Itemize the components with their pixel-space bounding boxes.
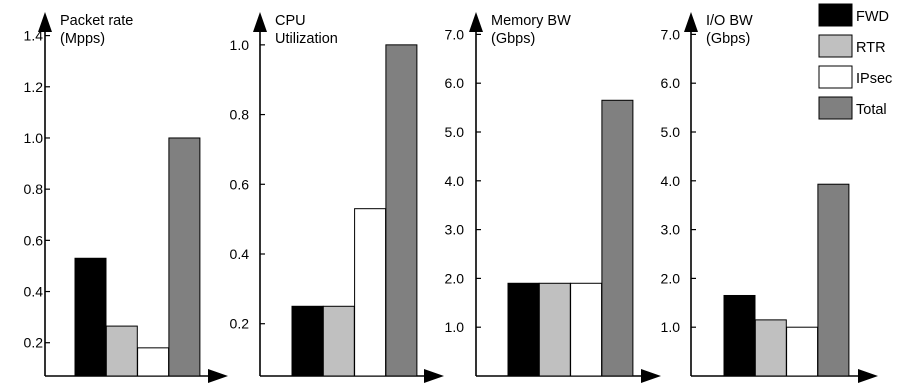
y-tick-label: 4.0 <box>445 173 465 189</box>
y-axis-arrow <box>253 12 267 32</box>
y-tick-label: 5.0 <box>661 124 681 140</box>
y-tick-label: 0.6 <box>230 176 250 192</box>
chart-title-line: I/O BW <box>706 13 753 29</box>
y-tick-label: 1.0 <box>24 130 44 146</box>
bar-fwd <box>291 305 324 377</box>
chart-title-line: Memory BW <box>491 13 571 29</box>
chart-panel-1: 0.2 0.4 0.6 0.8 1.0 1.2 1.4 Packet rate (Mpps) <box>24 12 228 383</box>
legend-label-rtr: RTR <box>856 40 886 56</box>
bar-total <box>168 137 201 377</box>
y-tick-label: 4.0 <box>661 173 681 189</box>
y-tick-label: 1.0 <box>661 319 681 335</box>
bar-total <box>817 183 850 377</box>
legend-swatch-total <box>818 96 853 120</box>
chart-panel-4: 1.0 2.0 3.0 4.0 5.0 6.0 7.0 I/O BW (Gbps) <box>661 12 878 383</box>
chart-title-line: (Gbps) <box>706 31 750 47</box>
x-axis-arrow <box>641 369 661 383</box>
chart-panel-3: 1.0 2.0 3.0 4.0 5.0 6.0 7.0 Memory BW (Gbps) <box>445 12 661 383</box>
y-tick-label: 0.2 <box>230 316 250 332</box>
chart-title-line: Packet rate <box>60 13 133 29</box>
y-axis-arrow <box>469 12 483 32</box>
y-tick-label: 6.0 <box>445 75 465 91</box>
x-axis-arrow <box>858 369 878 383</box>
x-axis-arrow <box>208 369 228 383</box>
y-tick-label: 3.0 <box>445 222 465 238</box>
legend-label-fwd: FWD <box>856 9 889 25</box>
y-axis-arrow <box>38 12 52 32</box>
legend-label-ipsec: IPsec <box>856 71 892 87</box>
bar-total <box>385 44 418 377</box>
y-tick-label: 1.4 <box>24 28 44 44</box>
x-axis-arrow <box>424 369 444 383</box>
chart-title-line: CPU <box>275 13 306 29</box>
bar-ipsec <box>137 347 170 377</box>
legend-swatch-rtr <box>818 34 853 58</box>
bar-ipsec <box>570 282 603 377</box>
bar-rtr <box>754 319 787 377</box>
bar-ipsec <box>786 326 819 377</box>
bar-fwd <box>507 282 540 377</box>
chart-title-line: (Gbps) <box>491 31 535 47</box>
bar-rtr <box>105 325 138 377</box>
y-tick-label: 0.2 <box>24 335 44 351</box>
y-tick-label: 0.8 <box>24 181 44 197</box>
bar-rtr <box>538 282 571 377</box>
bar-rtr <box>322 305 355 377</box>
legend-label-total: Total <box>856 102 887 118</box>
y-tick-label: 2.0 <box>661 270 681 286</box>
legend-swatch-fwd <box>818 3 853 27</box>
y-tick-label: 1.0 <box>445 319 465 335</box>
y-axis-arrow <box>684 12 698 32</box>
y-tick-label: 1.0 <box>230 37 250 53</box>
chart-title-line: Utilization <box>275 31 338 47</box>
chart-panel-2: 0.2 0.4 0.6 0.8 1.0 CPU Utilization <box>230 12 444 383</box>
y-tick-label: 5.0 <box>445 124 465 140</box>
bar-ipsec <box>354 208 387 377</box>
y-tick-label: 1.2 <box>24 79 44 95</box>
bar-fwd <box>74 257 107 377</box>
y-tick-label: 0.4 <box>24 284 44 300</box>
y-tick-label: 0.6 <box>24 232 44 248</box>
bar-fwd <box>723 294 756 377</box>
legend-swatch-ipsec <box>818 65 853 89</box>
legend: FWD RTR IPsec Total <box>818 3 892 120</box>
y-tick-label: 7.0 <box>445 26 465 42</box>
y-tick-label: 7.0 <box>661 26 681 42</box>
y-tick-label: 2.0 <box>445 270 465 286</box>
y-tick-label: 0.4 <box>230 246 250 262</box>
y-tick-label: 6.0 <box>661 75 681 91</box>
y-tick-label: 3.0 <box>661 222 681 238</box>
bar-total <box>601 99 634 377</box>
y-tick-label: 0.8 <box>230 107 250 123</box>
chart-title-line: (Mpps) <box>60 31 105 47</box>
